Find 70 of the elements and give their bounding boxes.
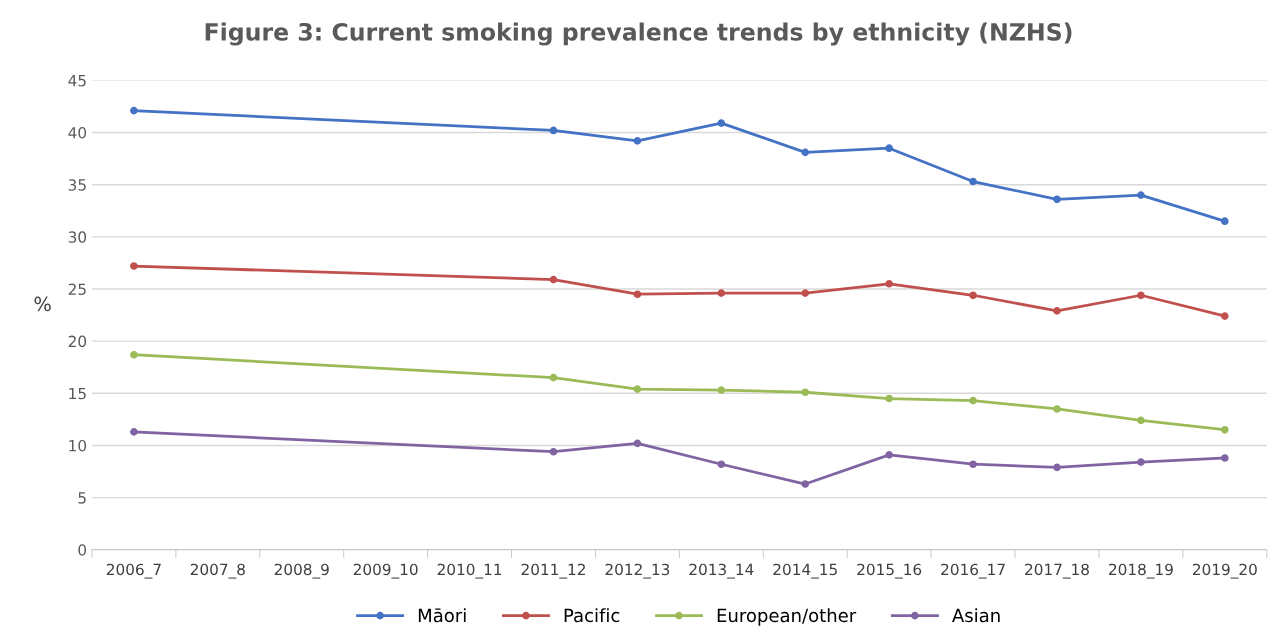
chart-title: Figure 3: Current smoking prevalence trends by ethnicity (NZHS) — [205, 22, 1072, 46]
point — [885, 394, 893, 403]
point — [885, 144, 893, 152]
point — [1221, 425, 1229, 434]
point — [130, 428, 138, 436]
point — [1221, 454, 1229, 462]
x-tick-label: 2011_12 — [521, 563, 585, 579]
legend-label: Māori — [418, 608, 466, 623]
point — [801, 289, 810, 297]
point — [633, 439, 642, 448]
point — [1137, 458, 1145, 466]
y-tick-label: 5 — [78, 492, 86, 504]
point — [1053, 195, 1061, 204]
point — [549, 275, 558, 284]
point — [969, 291, 977, 300]
y-tick-label: 10 — [69, 439, 87, 452]
point — [801, 480, 810, 488]
y-tick-label: 0 — [78, 544, 87, 556]
x-tick-label: 2018_19 — [1109, 563, 1173, 579]
point — [885, 279, 893, 288]
y-tick-label: 30 — [68, 231, 87, 243]
legend-label: Pacific — [564, 608, 620, 623]
point — [633, 290, 642, 299]
point — [1221, 312, 1229, 320]
point — [885, 451, 893, 459]
y-tick-label: 45 — [68, 75, 86, 87]
point — [1053, 463, 1061, 472]
point — [549, 126, 558, 135]
point — [969, 396, 977, 405]
x-tick-label: 2015_16 — [857, 563, 922, 579]
point — [130, 106, 138, 115]
x-tick-label: 2017_18 — [1025, 563, 1089, 579]
x-tick-label: 2016_17 — [941, 563, 1005, 579]
y-axis-title: % — [34, 296, 51, 312]
legend-label: European/other — [717, 608, 857, 626]
point — [969, 177, 977, 186]
x-tick-label: 2012_13 — [605, 563, 670, 579]
point — [801, 388, 810, 397]
x-tick-label: 2008_9 — [274, 563, 329, 579]
x-tick-label: 2009_10 — [353, 563, 418, 579]
point — [717, 119, 726, 127]
point — [717, 289, 726, 297]
point — [1053, 307, 1061, 315]
y-tick-label: 15 — [69, 387, 86, 400]
point — [717, 460, 726, 469]
x-tick-label: 2006_7 — [106, 563, 161, 579]
point — [549, 373, 558, 382]
x-tick-label: 2010_11 — [437, 563, 502, 579]
x-tick-label: 2007_8 — [190, 563, 245, 579]
x-tick-label: 2019_20 — [1192, 563, 1257, 579]
point — [1137, 416, 1145, 425]
point — [801, 148, 810, 157]
point — [130, 350, 138, 359]
point — [130, 262, 138, 270]
legend-label: Asian — [952, 608, 1000, 623]
point — [717, 386, 726, 394]
y-tick-label: 25 — [68, 283, 86, 296]
point — [549, 447, 558, 456]
point — [633, 137, 642, 145]
x-tick-label: 2013_14 — [689, 563, 754, 579]
point — [1137, 191, 1145, 199]
point — [1137, 291, 1145, 300]
y-tick-label: 20 — [68, 335, 87, 348]
y-tick-label: 40 — [68, 126, 87, 139]
point — [1053, 405, 1061, 413]
point — [1221, 217, 1229, 226]
y-tick-label: 35 — [68, 179, 86, 191]
point — [633, 385, 642, 393]
point — [969, 460, 977, 469]
x-tick-label: 2014_15 — [773, 563, 837, 579]
